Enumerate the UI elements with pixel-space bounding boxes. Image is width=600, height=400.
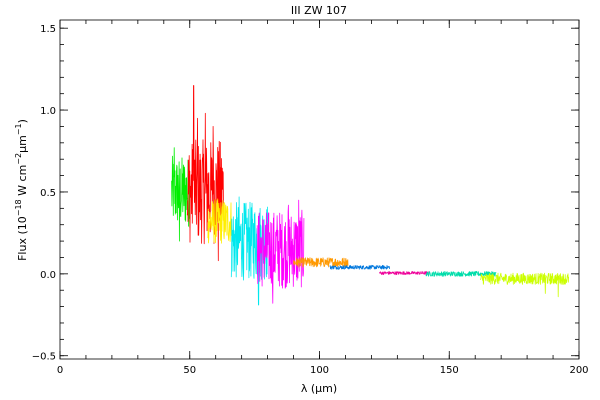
x-tick-label: 150 — [440, 365, 459, 376]
spectrum-segment-9 — [425, 271, 497, 277]
ylabel-prefix: Flux (10 — [16, 216, 29, 261]
plot-frame — [59, 19, 580, 360]
spectrum-segment-8 — [379, 271, 429, 276]
x-tick-label: 100 — [310, 365, 329, 376]
ylabel-exp2: −2 — [14, 153, 23, 165]
spectrum-segment-2 — [186, 85, 224, 262]
y-tick-label: 1.5 — [40, 24, 56, 35]
x-tick-label: 200 — [569, 365, 588, 376]
ylabel-exp1: −18 — [14, 199, 23, 216]
ylabel-mid2: μm — [16, 135, 29, 153]
x-tick-label: 50 — [183, 365, 196, 376]
spectrum-segment-7 — [329, 264, 390, 270]
y-axis-label: Flux (10−18 W cm−2μm−1) — [14, 119, 29, 261]
spectrum-segment-4 — [230, 196, 268, 306]
y-tick-label: −0.5 — [32, 352, 56, 363]
x-tick-label: 0 — [57, 365, 63, 376]
spectrum-segment-3 — [207, 198, 232, 244]
plot-area — [171, 85, 569, 306]
spectrum-segment-6 — [293, 257, 349, 268]
ylabel-suffix: ) — [16, 119, 29, 123]
spectrum-segment-1 — [171, 147, 191, 242]
ylabel-exp3: −1 — [14, 123, 23, 135]
chart-title: III ZW 107 — [291, 4, 347, 17]
y-tick-label: 0.0 — [40, 270, 56, 281]
spectrum-segment-10 — [480, 272, 569, 298]
spectrum-segment-5 — [256, 199, 305, 304]
y-tick-label: 0.5 — [40, 188, 56, 199]
axes-ticks: 0 50 100 150 200 −0.5 0.0 0.5 1.0 1.5 — [32, 20, 589, 376]
y-tick-label: 1.0 — [40, 106, 56, 117]
x-axis-label: λ (μm) — [301, 382, 337, 395]
ylabel-mid: W cm — [16, 165, 29, 200]
